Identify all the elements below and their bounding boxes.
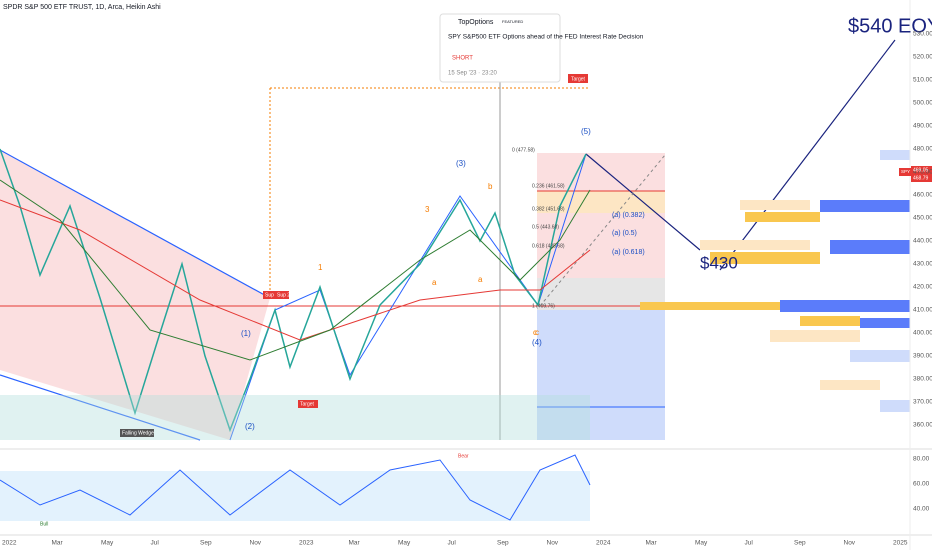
price-axis-label: 430.00 <box>913 261 932 268</box>
price-axis-label: 510.00 <box>913 77 932 84</box>
price-axis-label: 520.00 <box>913 54 932 61</box>
minor-wave-label: b <box>488 182 493 191</box>
wave-label: (1) <box>241 329 251 338</box>
wave-label: (4) <box>532 338 542 347</box>
time-axis-label: Nov <box>844 540 856 547</box>
price-axis-label: 440.00 <box>913 238 932 245</box>
fib-label: 0 (477.58) <box>512 147 535 153</box>
minor-wave-label: a <box>432 278 437 287</box>
fib-label: 0.5 (443.68) <box>532 224 559 230</box>
rsi-axis-label: 60.00 <box>913 481 930 488</box>
prev-price: 468.79 <box>913 175 929 181</box>
minor-wave-label: a <box>478 275 483 284</box>
price-axis-label: 400.00 <box>913 330 932 337</box>
abc-label: (a) (0.5) <box>612 230 637 237</box>
time-axis-label: 2022 <box>2 540 17 547</box>
minor-wave-label: c <box>533 328 537 337</box>
minor-wave-label: 1 <box>318 263 323 272</box>
bull-tag: Bull <box>40 521 48 527</box>
time-axis-label: Jul <box>745 540 754 547</box>
time-axis-label: May <box>101 540 114 547</box>
time-axis-label: Mar <box>52 540 64 547</box>
time-axis-label: 2023 <box>299 540 314 547</box>
eoy-label: $540 EOY <box>848 15 932 37</box>
rsi-axis-label: 40.00 <box>913 506 930 513</box>
bear-tag: Bear <box>458 453 469 459</box>
popup-date: 15 Sep '23 · 23:20 <box>448 71 498 77</box>
target-tag: Target <box>571 76 586 82</box>
price-axis-label: 490.00 <box>913 123 932 130</box>
time-axis-label: Sep <box>497 540 509 547</box>
price-axis-label: 470.00 <box>913 169 932 176</box>
price-axis-label: 410.00 <box>913 307 932 314</box>
popup-badge: FEATURED <box>502 19 523 24</box>
time-axis-label: Sep <box>794 540 806 547</box>
wedge-tag: Falling Wedge <box>122 430 154 436</box>
wave-label: (3) <box>456 159 466 168</box>
popup-headline: SPY S&P500 ETF Options ahead of the FED … <box>448 34 644 41</box>
time-axis-label: Nov <box>250 540 262 547</box>
price-axis-label: 370.00 <box>913 399 932 406</box>
popup-brand: TopOptions <box>458 19 494 26</box>
price-axis-label: 500.00 <box>913 100 932 107</box>
time-axis-label: 2025 <box>893 540 908 547</box>
time-axis-label: Mar <box>349 540 361 547</box>
time-axis-label: May <box>398 540 411 547</box>
time-axis-label: Sep <box>200 540 212 547</box>
target-tag: Target <box>300 401 315 407</box>
price-axis-label: 530.00 <box>913 31 932 38</box>
wave-label: (5) <box>581 127 591 136</box>
abc-label: (a) (0.382) <box>612 212 645 219</box>
price-axis-label: 380.00 <box>913 376 932 383</box>
time-axis-label: Jul <box>151 540 160 547</box>
fib-label: 1 (409.76) <box>532 303 555 309</box>
time-axis-label: May <box>695 540 708 547</box>
last-price: 469.05 <box>913 167 929 173</box>
price-axis-label: 360.00 <box>913 422 932 429</box>
sup-tag: Sup <box>265 292 274 298</box>
minor-wave-label: c <box>535 328 539 337</box>
price-axis-label: 460.00 <box>913 192 932 199</box>
fib-label: 0.382 (451.68) <box>532 206 565 212</box>
price-axis-label: 420.00 <box>913 284 932 291</box>
sup-tag: Sup 2 <box>277 292 290 298</box>
rsi-axis-label: 80.00 <box>913 456 930 463</box>
fib-label: 0.236 (461.58) <box>532 183 565 189</box>
price-axis-label: 450.00 <box>913 215 932 222</box>
wave-label: (2) <box>245 422 255 431</box>
price-axis-label: 480.00 <box>913 146 932 153</box>
time-axis-label: Jul <box>448 540 457 547</box>
time-axis-label: Mar <box>646 540 658 547</box>
fib-label: 0.618 (435.68) <box>532 243 565 249</box>
minor-wave-label: 3 <box>425 205 430 214</box>
price-axis-label: 390.00 <box>913 353 932 360</box>
axes: 530.00 520.00 510.00 500.00 490.00 480.00 470.… <box>2 31 932 547</box>
time-axis-label: Nov <box>547 540 559 547</box>
abc-label: (a) (0.618) <box>612 249 645 256</box>
target-label: $430 <box>700 253 738 272</box>
chart-title: SPDR S&P 500 ETF TRUST, 1D, Arca, Heikin… <box>3 4 161 11</box>
symbol-tag: SPY <box>901 169 910 174</box>
time-axis-label: 2024 <box>596 540 611 547</box>
popup-side: SHORT <box>452 56 473 62</box>
